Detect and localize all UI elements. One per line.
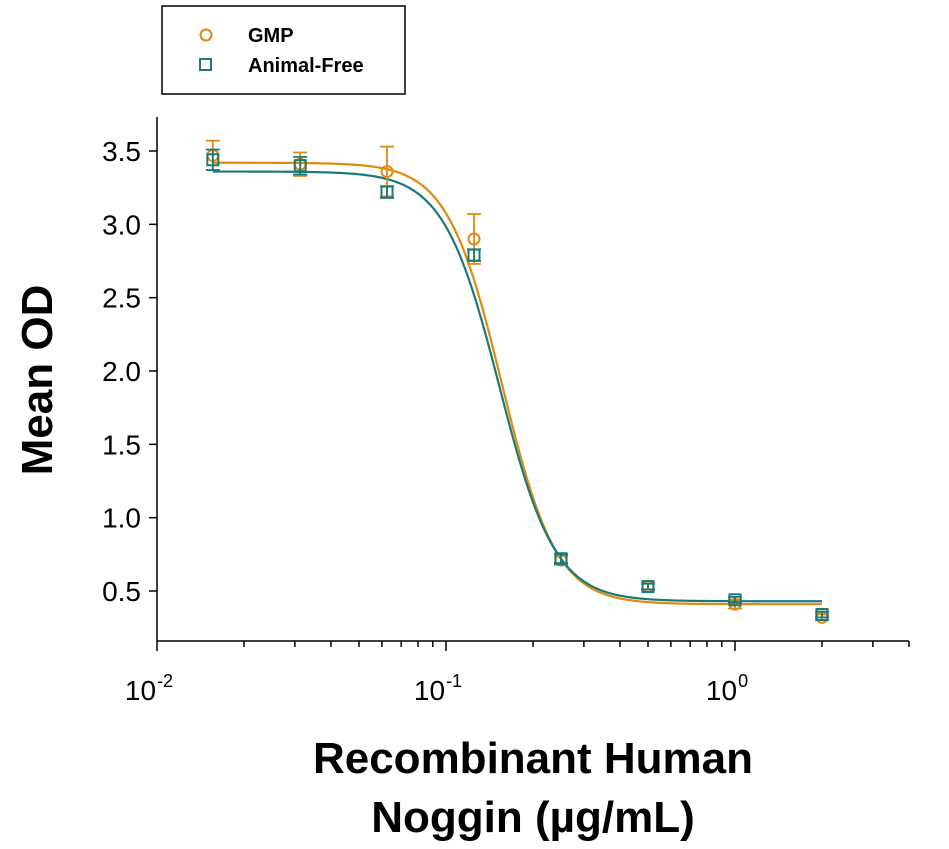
data-point-animal-free [293,155,308,176]
y-tick-label: 2.0 [102,356,141,387]
circle-marker [467,232,481,246]
y-tick-label: 0.5 [102,576,141,607]
data-point-animal-free [467,248,482,262]
square-marker [380,185,394,199]
square-marker [728,593,742,607]
x-tick-label: 10-1 [414,671,462,706]
data-point-animal-free [728,593,742,607]
data-point-animal-free [554,552,569,566]
legend-label-gmp: GMP [248,25,294,47]
data-point-animal-free [814,607,829,621]
legend-label-animal-free: Animal-Free [248,55,364,77]
data-point-animal-free [380,185,395,199]
circle-marker [380,165,394,179]
data-point-animal-free [641,580,656,594]
data-point-animal-free [205,148,220,171]
data-points [205,139,829,624]
fit-curve-gmp [212,161,822,606]
x-ticks: 10-2 10-1 100 [125,641,910,706]
fit-curve-animal-free [212,170,822,603]
square-marker [467,248,481,262]
y-axis-title: Mean OD [13,285,62,476]
y-tick-label: 3.0 [102,209,141,240]
square-marker [554,552,568,566]
legend-box [161,5,406,95]
y-tick-label: 1.5 [102,429,141,460]
y-ticks: 0.5 1.0 1.5 2.0 2.5 3.0 3.5 [102,136,157,607]
legend-animal-free-marker [199,58,212,71]
x-tick-label: 10-2 [125,671,173,706]
axes [156,117,909,642]
x-tick-label: 100 [706,671,748,706]
legend: GMP Animal-Free [161,5,406,95]
x-axis-title-line-2: Noggin (µg/mL) [371,793,695,842]
y-tick-label: 1.0 [102,503,141,534]
square-marker [641,580,655,594]
fit-curves [212,161,822,606]
y-tick-label: 2.5 [102,283,141,314]
x-axis-title-line-1: Recombinant Human [313,734,753,783]
legend-gmp-marker [199,28,213,42]
square-marker [293,159,307,173]
y-tick-label: 3.5 [102,136,141,167]
square-marker [815,607,829,621]
square-marker [206,153,220,167]
